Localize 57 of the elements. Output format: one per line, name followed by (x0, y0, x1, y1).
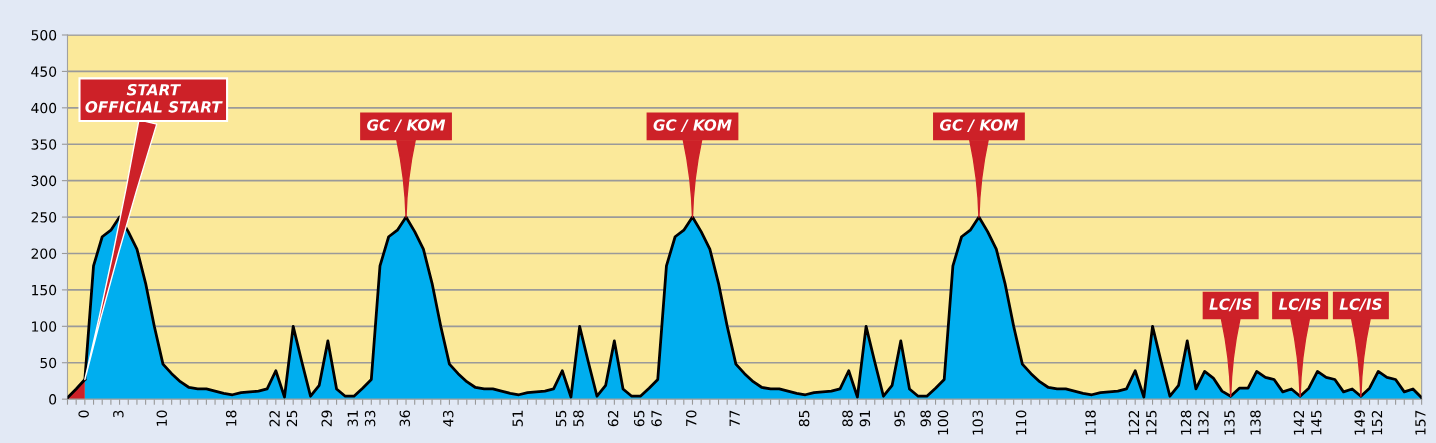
y-tick-label: 350 (31, 139, 57, 150)
y-tick-label: 150 (32, 284, 57, 296)
y-tick-label: 500 (31, 29, 57, 41)
x-tick-label: 103 (972, 410, 983, 435)
x-tick-label: 0 (78, 410, 89, 418)
annotation: LC/IS (1278, 298, 1321, 312)
x-tick-label: 118 (1085, 410, 1096, 435)
x-tick-label: 10 (156, 410, 168, 426)
x-tick-label: 157 (1415, 410, 1426, 435)
x-tick-label: 58 (573, 410, 584, 427)
x-tick-label: 67 (651, 410, 662, 427)
x-tick-label: 100 (937, 410, 949, 435)
annotation: GC / KOM (939, 119, 1019, 132)
x-tick-label: 70 (686, 410, 697, 427)
x-tick-label: 91 (859, 410, 871, 427)
x-tick-label: 110 (1015, 410, 1027, 435)
x-tick-label: 128 (1180, 410, 1192, 435)
y-tick-label: 450 (31, 66, 57, 77)
x-tick-label: 65 (633, 410, 645, 427)
x-tick-label: 43 (442, 410, 454, 427)
annotation: GC / KOM (653, 119, 732, 132)
x-tick-label: 135 (1224, 410, 1235, 435)
x-tick-label: 25 (286, 410, 298, 427)
x-tick-label: 98 (920, 410, 931, 427)
y-tick-label: 200 (31, 248, 57, 259)
annotation: GC / KOM (367, 119, 446, 132)
y-tick-label: 0 (49, 394, 57, 405)
y-tick-label: 300 (31, 175, 57, 187)
y-tick-label: 250 (31, 212, 57, 223)
y-tick-label: 100 (32, 321, 57, 332)
x-tick-label: 88 (842, 410, 853, 427)
x-tick-label: 18 (225, 410, 237, 426)
x-tick-label: 85 (798, 410, 810, 427)
x-tick-label: 95 (894, 410, 905, 427)
y-tick-label: 400 (31, 102, 57, 114)
x-tick-label: 77 (729, 410, 740, 427)
annotation: LC/IS (1339, 298, 1382, 312)
x-tick-label: 125 (1146, 410, 1157, 435)
y-tick-label: 50 (40, 357, 57, 369)
x-tick-label: 122 (1128, 410, 1140, 435)
x-tick-label: 55 (555, 410, 567, 427)
x-tick-label: 132 (1198, 410, 1209, 435)
x-tick-label: 149 (1354, 410, 1365, 435)
annotation: LC/IS (1209, 298, 1252, 312)
x-tick-label: 62 (607, 410, 619, 427)
x-tick-label: 31 (347, 410, 358, 427)
x-tick-label: 138 (1250, 410, 1261, 435)
x-tick-label: 51 (512, 410, 523, 427)
x-tick-label: 22 (269, 410, 280, 427)
annotation: START OFFICIAL START (85, 83, 223, 113)
x-tick-label: 3 (113, 410, 124, 418)
x-tick-label: 29 (321, 410, 332, 427)
x-tick-label: 145 (1311, 410, 1322, 435)
x-tick-label: 152 (1371, 410, 1383, 435)
x-tick-label: 33 (364, 410, 376, 427)
x-tick-label: 36 (399, 410, 411, 427)
x-tick-label: 142 (1293, 410, 1304, 435)
